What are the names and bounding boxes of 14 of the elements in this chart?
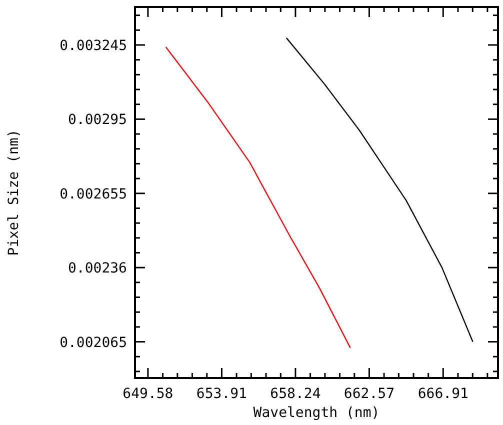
x-tick-label: 653.91: [196, 386, 247, 402]
y-tick-label: 0.00236: [68, 260, 127, 277]
y-tick-label: 0.00295: [68, 112, 127, 128]
y-tick-label: 0.002655: [60, 186, 127, 202]
y-tick-label: 0.002065: [60, 334, 127, 351]
y-axis-title: Pixel Size (nm): [6, 129, 22, 256]
line-series: [286, 37, 474, 342]
line-series: [165, 46, 351, 348]
x-tick-label: 666.91: [418, 386, 468, 402]
x-tick-label: 658.24: [270, 386, 321, 402]
x-tick-label: 662.57: [344, 386, 395, 402]
x-tick-label: 649.58: [122, 386, 174, 402]
x-axis-title: Wavelength (nm): [253, 405, 380, 421]
y-tick-label: 0.003245: [60, 38, 127, 54]
